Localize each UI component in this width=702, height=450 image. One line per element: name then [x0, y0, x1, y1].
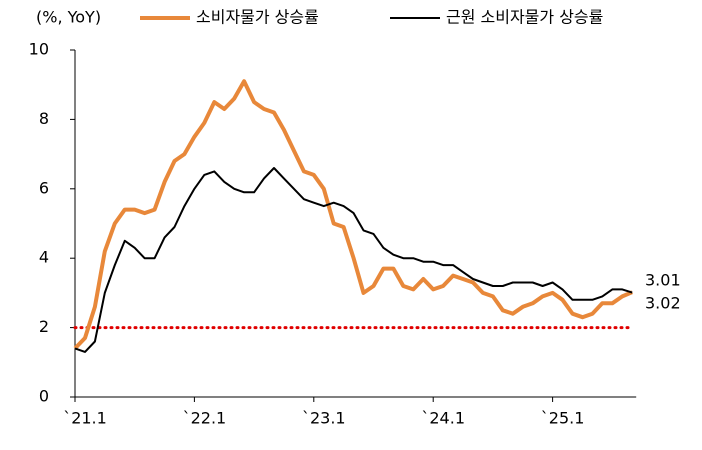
value-label: 3.02	[645, 294, 681, 313]
value-label: 3.01	[645, 271, 681, 290]
y-tick-label: 8	[39, 109, 49, 128]
y-tick-label: 10	[29, 40, 49, 59]
x-tick-label: `23.1	[302, 409, 346, 428]
legend-label: 소비자물가 상승률	[196, 8, 319, 27]
y-tick-label: 0	[39, 387, 49, 406]
y-tick-label: 4	[39, 248, 49, 267]
x-tick-label: `21.1	[63, 409, 107, 428]
x-tick-label: `24.1	[421, 409, 465, 428]
x-tick-label: `22.1	[183, 409, 227, 428]
y-tick-label: 2	[39, 317, 49, 336]
series-line	[73, 79, 633, 350]
legend-label: 근원 소비자물가 상승률	[446, 8, 603, 27]
y-axis-label: (%, YoY)	[36, 8, 101, 27]
x-tick-label: `25.1	[541, 409, 585, 428]
series-line	[74, 167, 633, 353]
y-tick-label: 6	[39, 178, 49, 197]
